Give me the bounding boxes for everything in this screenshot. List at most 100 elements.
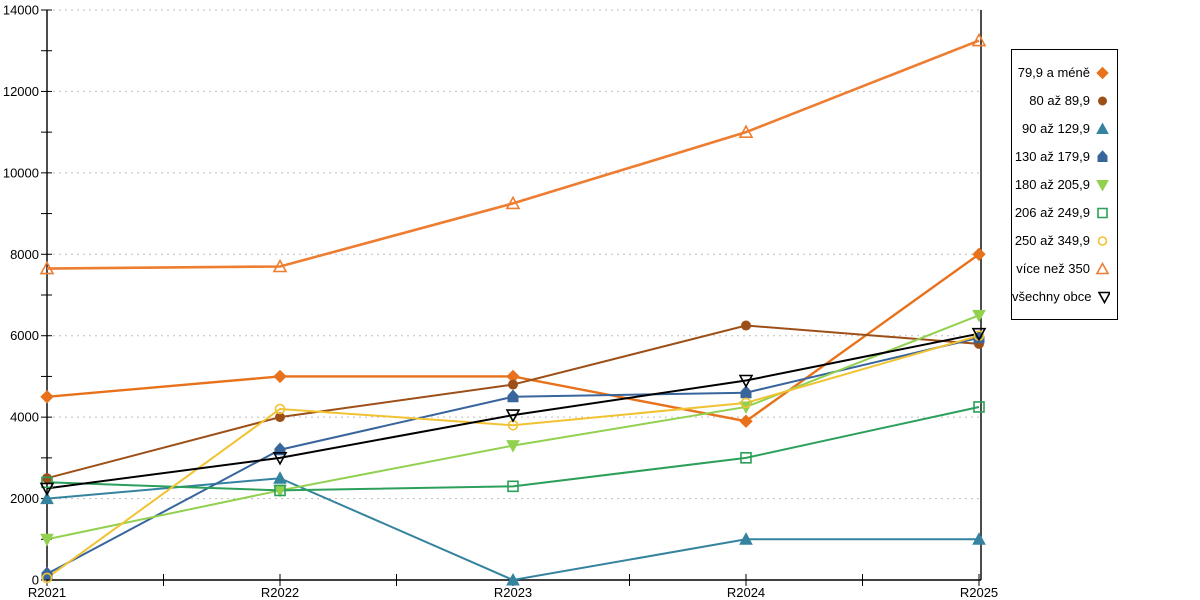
triangle-down-marker — [1097, 291, 1110, 304]
triangle-down-marker — [505, 409, 521, 423]
y-tick-label: 12000 — [3, 84, 39, 99]
triangle-up-marker — [971, 32, 987, 47]
triangle-down-marker — [971, 327, 987, 342]
triangle-up-marker — [739, 532, 753, 545]
series-path — [46, 39, 980, 270]
series-markers-79-9-a-mene — [40, 247, 986, 428]
triangle-up-marker — [738, 124, 754, 138]
y-tick-labels: 0 2000 4000 6000 8000 10000 12000 14000 — [3, 3, 39, 588]
triangle-up-marker — [40, 491, 54, 505]
diamond-marker — [1096, 66, 1109, 80]
legend-marker-icon — [1097, 150, 1108, 162]
x-tick-label: R2023 — [494, 585, 532, 600]
series-markers-180-az-205-9 — [40, 309, 986, 547]
legend-marker-icon — [1097, 236, 1108, 246]
series-line-250-az-349-9 — [46, 334, 980, 579]
triangle-up-marker — [506, 572, 520, 586]
diamond-marker — [972, 247, 986, 261]
series-markers-vsechny-obce — [39, 327, 987, 497]
legend-label: 180 až 205,9 — [1014, 177, 1090, 192]
series-line-90-az-129-9 — [46, 477, 979, 582]
legend-item-vsechny-obce: všechny obce — [1012, 289, 1117, 304]
legend-marker-icon — [1096, 122, 1109, 134]
x-tick-label: R2021 — [28, 585, 66, 600]
triangle-up-marker — [972, 532, 986, 545]
circle-marker — [274, 403, 286, 415]
diamond-marker — [273, 369, 287, 384]
y-tick-label: 14000 — [3, 3, 39, 18]
circle-marker — [741, 320, 751, 331]
y-tick-label: 0 — [32, 573, 39, 588]
legend-label: 79,9 a méně — [1017, 65, 1090, 80]
legend-label: 130 až 179,9 — [1014, 149, 1090, 164]
circle-marker — [41, 572, 53, 584]
series-lines — [46, 39, 980, 582]
triangle-down-marker — [738, 374, 754, 389]
y-tick-label: 4000 — [10, 410, 39, 425]
legend-marker-icon — [1096, 180, 1109, 192]
square-marker — [274, 484, 286, 497]
y-tick-label: 2000 — [10, 491, 39, 506]
pentagon-marker — [507, 389, 519, 403]
legend-label: 206 až 249,9 — [1014, 205, 1090, 220]
triangle-down-marker — [39, 482, 55, 497]
series-line-vice-nez-350 — [46, 39, 980, 270]
diamond-marker — [739, 414, 753, 428]
triangle-down-marker — [972, 309, 986, 323]
x-tick-label: R2025 — [960, 585, 998, 600]
legend-label: 90 až 129,9 — [1022, 121, 1090, 136]
diamond-marker — [40, 390, 54, 404]
legend-item-79-9-a-mene: 79,9 a méně — [1012, 65, 1117, 80]
circle-marker — [1097, 236, 1108, 246]
triangle-up-marker — [1095, 261, 1110, 275]
legend-marker-icon — [1097, 291, 1110, 304]
series-path — [46, 405, 980, 492]
legend-item-vice-nez-350: více než 350 — [1012, 261, 1117, 276]
x-tick-label: R2024 — [727, 585, 765, 600]
series-line-180-az-205-9 — [46, 314, 980, 541]
y-tick-label: 6000 — [10, 328, 39, 343]
legend-item-80-az-89-9: 80 až 89,9 — [1012, 93, 1117, 108]
series-path — [46, 332, 980, 490]
circle-marker — [275, 412, 285, 423]
triangle-down-marker — [506, 440, 520, 453]
square-marker — [973, 401, 985, 413]
circle-marker — [1098, 96, 1107, 106]
legend-marker-icon — [1097, 207, 1108, 219]
circle-marker — [42, 473, 52, 484]
square-marker — [1097, 207, 1108, 219]
series-path — [46, 334, 980, 579]
y-tick-label: 10000 — [3, 165, 39, 180]
square-marker — [740, 452, 752, 464]
series-path — [46, 314, 980, 541]
x-tick-labels: R2021 R2022 R2023 R2024 R2025 — [28, 585, 998, 600]
triangle-up-marker — [1096, 122, 1109, 134]
legend-label: všechny obce — [1012, 289, 1092, 304]
series-line-vsechny-obce — [46, 332, 980, 490]
legend-label: více než 350 — [1016, 261, 1090, 276]
series-markers — [39, 32, 987, 586]
triangle-down-marker — [1096, 180, 1109, 192]
triangle-down-marker — [272, 452, 288, 466]
triangle-up-marker — [272, 258, 288, 273]
series-line-206-az-249-9 — [46, 405, 980, 492]
legend-marker-icon — [1098, 96, 1107, 106]
triangle-up-marker — [505, 195, 521, 210]
y-tick-label: 8000 — [10, 247, 39, 262]
legend-label: 80 až 89,9 — [1029, 93, 1090, 108]
circle-marker — [508, 379, 518, 390]
legend-item-206-az-249-9: 206 až 249,9 — [1012, 205, 1117, 220]
series-markers-90-az-129-9 — [40, 471, 986, 586]
series-markers-vice-nez-350 — [39, 32, 987, 275]
triangle-down-marker — [40, 533, 54, 547]
square-marker — [507, 480, 519, 493]
legend-label: 250 až 349,9 — [1014, 233, 1090, 248]
triangle-up-marker — [39, 260, 55, 275]
triangle-up-marker — [273, 471, 287, 484]
legend-item-180-az-205-9: 180 až 205,9 — [1012, 177, 1117, 192]
pentagon-marker — [1097, 150, 1108, 162]
legend-item-130-az-179-9: 130 až 179,9 — [1012, 149, 1117, 164]
legend-marker-icon — [1095, 261, 1110, 275]
